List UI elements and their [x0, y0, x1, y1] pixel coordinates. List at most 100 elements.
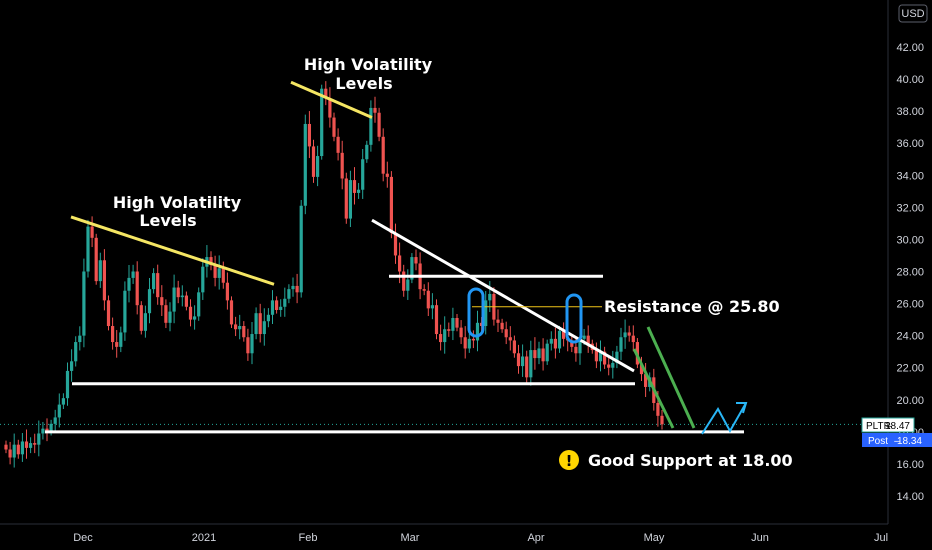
candle-body — [324, 88, 328, 99]
candle-body — [176, 287, 180, 298]
warning-icon — [559, 450, 579, 470]
candle-body — [246, 337, 250, 354]
candle-body — [352, 180, 357, 193]
candle-body — [102, 260, 106, 301]
candle-body — [545, 343, 549, 362]
candle-body — [656, 402, 660, 416]
candle-body — [365, 144, 369, 160]
candle-body — [106, 300, 111, 327]
time-axis[interactable]: Dec 2021 Feb Mar Apr May Jun Jul — [73, 532, 888, 544]
candle-body — [639, 364, 644, 375]
candle-body — [508, 337, 512, 341]
candle-body — [82, 271, 86, 336]
candle-body — [90, 226, 94, 238]
candle-body — [451, 318, 455, 331]
descending-trendline — [371, 218, 635, 373]
candle-body — [266, 314, 270, 322]
currency-badge-label: USD — [901, 8, 924, 20]
candle-body — [525, 356, 529, 378]
price-tag-value: 18.47 — [885, 421, 910, 432]
candle-body — [320, 88, 324, 157]
post-tag-value: 18.34 — [897, 436, 922, 447]
candle-body — [217, 268, 221, 278]
candle-body — [45, 428, 49, 432]
hv-trend-top-line — [290, 80, 373, 119]
candle-body — [316, 156, 320, 177]
blue-marker-right — [565, 293, 583, 344]
candle-body — [385, 173, 389, 177]
candle-body — [225, 282, 229, 301]
candle-body — [389, 176, 393, 234]
time-tick-label: Apr — [527, 532, 544, 544]
candle-body — [369, 107, 373, 145]
candle-body — [299, 205, 303, 293]
candle-body — [340, 152, 344, 179]
candle-body — [65, 370, 70, 399]
candle-body — [373, 107, 377, 113]
candle-body — [275, 300, 279, 310]
candle-body — [250, 334, 254, 354]
candle-body — [164, 305, 168, 323]
candle-body — [516, 353, 521, 367]
candle-body — [234, 324, 238, 330]
candle-body — [398, 255, 402, 272]
candle-body — [152, 273, 156, 290]
green-channel-upper — [646, 326, 696, 429]
candle-body — [537, 348, 541, 359]
blue-marker-left — [467, 287, 485, 338]
candle-body — [586, 335, 590, 344]
candle-body — [123, 290, 127, 333]
candle-body — [562, 330, 566, 339]
candle-body — [328, 98, 332, 118]
candle-body — [430, 305, 434, 309]
candle-body — [381, 136, 385, 174]
time-tick-label: Dec — [73, 532, 93, 544]
candle-body — [426, 290, 430, 309]
price-tick-label: 16.00 — [896, 459, 924, 471]
price-tick-label: 24.00 — [896, 331, 924, 343]
candle-body — [8, 449, 12, 458]
candle-body — [78, 335, 82, 343]
price-tick-label: 26.00 — [896, 299, 924, 311]
candle-body — [459, 327, 463, 338]
candle-body — [291, 285, 295, 290]
green-channel-lower — [632, 348, 675, 429]
candle-body — [61, 398, 65, 405]
price-tick-label: 38.00 — [896, 106, 924, 118]
hv-left-line1: High Volatility — [113, 193, 242, 212]
candle-body — [344, 178, 348, 219]
price-tick-label: 14.00 — [896, 491, 924, 503]
candle-body — [147, 289, 152, 314]
candle-body — [644, 374, 648, 387]
candle-body — [221, 268, 225, 283]
candle-body — [422, 289, 426, 291]
candle-body — [180, 295, 184, 298]
candle-body — [37, 433, 41, 445]
candle-body — [238, 326, 242, 330]
candle-body — [557, 330, 562, 349]
candle-body — [377, 112, 381, 137]
candle-body — [119, 332, 123, 347]
candle-body — [86, 226, 90, 272]
candle-body — [270, 300, 275, 315]
post-tag: Post 18.34 – — [862, 433, 932, 447]
candle-body — [213, 265, 217, 278]
candle-body — [12, 444, 16, 458]
time-tick-label: May — [644, 532, 665, 544]
candle-body — [357, 189, 361, 193]
candle-body — [500, 322, 504, 330]
projection-arrow — [701, 402, 747, 435]
currency-badge[interactable] — [898, 4, 928, 23]
time-tick-label: Jul — [874, 532, 888, 544]
candle-body — [393, 233, 398, 256]
candle-body — [16, 444, 20, 455]
candle-body — [553, 338, 557, 349]
candle-body — [570, 340, 574, 347]
candle-body — [598, 351, 603, 362]
price-tick-label: 22.00 — [896, 363, 924, 375]
candle-body — [135, 271, 139, 306]
candle-body — [488, 293, 492, 301]
hv-top-line2: Levels — [335, 74, 392, 93]
candle-body — [98, 260, 102, 282]
